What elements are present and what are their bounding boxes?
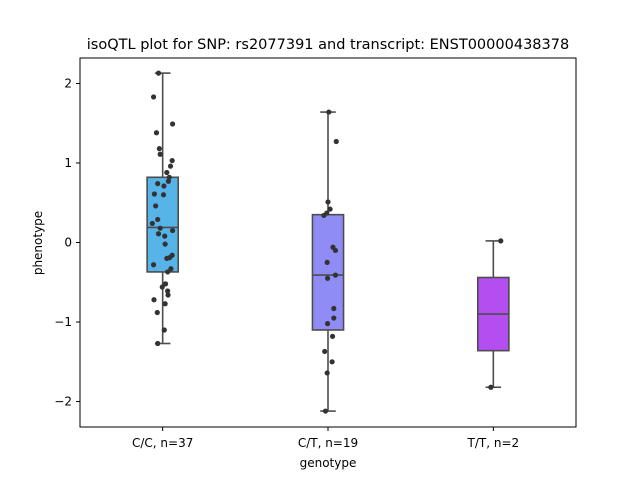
data-point	[331, 305, 337, 312]
data-point	[324, 321, 331, 327]
data-point	[166, 174, 172, 180]
data-point	[165, 292, 171, 298]
data-point	[150, 94, 157, 100]
data-point	[325, 199, 331, 205]
data-point	[169, 157, 175, 164]
data-point	[498, 238, 504, 244]
data-point	[169, 121, 176, 127]
x-tick-label: T/T, n=2	[467, 436, 520, 450]
data-point	[169, 252, 175, 258]
data-point	[155, 231, 162, 237]
data-point	[326, 109, 332, 115]
data-point	[324, 275, 331, 281]
data-point	[154, 309, 160, 316]
data-point	[169, 227, 176, 234]
data-point	[327, 206, 333, 212]
data-point	[164, 169, 170, 176]
data-point	[332, 247, 339, 254]
data-point	[161, 183, 167, 189]
data-point	[155, 340, 161, 347]
data-point	[149, 220, 155, 227]
data-point	[164, 255, 170, 262]
data-point	[160, 192, 167, 198]
y-tick-label: 2	[64, 76, 72, 90]
iqr-box	[311, 213, 345, 331]
points-group-1	[149, 70, 176, 347]
x-tick-label: C/C, n=37	[132, 436, 193, 450]
data-point	[168, 266, 174, 272]
data-point	[157, 151, 163, 157]
data-point	[159, 284, 165, 290]
y-tick-label: −1	[54, 315, 72, 329]
data-point	[329, 359, 335, 365]
data-point	[155, 181, 161, 187]
x-axis: C/C, n=37 C/T, n=19 T/T, n=2	[132, 427, 519, 450]
data-point	[321, 212, 327, 219]
data-point	[156, 146, 162, 152]
x-tick-label: C/T, n=19	[298, 436, 358, 450]
y-tick-label: −2	[54, 395, 72, 409]
data-point	[332, 272, 339, 278]
data-point	[157, 225, 163, 231]
y-tick-label: 1	[64, 156, 72, 170]
data-point	[165, 178, 172, 184]
box-group-1	[146, 72, 180, 345]
data-point	[161, 327, 167, 333]
data-point	[333, 138, 339, 145]
data-point	[322, 348, 328, 355]
data-point	[165, 288, 171, 294]
data-point	[488, 384, 494, 390]
data-point	[324, 259, 330, 265]
points-group-3	[488, 238, 504, 390]
data-point	[162, 281, 169, 287]
y-tick-label: 0	[64, 236, 72, 250]
data-point	[331, 315, 337, 321]
data-point	[153, 203, 159, 209]
chart-title: isoQTL plot for SNP: rs2077391 and trans…	[87, 37, 569, 53]
data-point	[162, 241, 168, 247]
y-axis: −2 −1 0 1 2	[54, 76, 80, 409]
data-point	[324, 370, 330, 376]
data-point	[162, 233, 168, 239]
data-point	[151, 191, 157, 197]
y-axis-label: phenotype	[31, 211, 45, 275]
box-group-3	[476, 240, 510, 389]
data-point	[153, 130, 160, 136]
data-point	[162, 301, 168, 307]
data-point	[322, 408, 329, 414]
data-point	[150, 262, 157, 268]
box-group-2	[311, 111, 345, 412]
data-point	[167, 163, 174, 169]
data-point	[155, 70, 162, 76]
data-point	[329, 333, 336, 339]
points-group-2	[321, 109, 339, 414]
x-axis-label: genotype	[300, 456, 357, 470]
data-point	[151, 297, 157, 303]
plot-area	[146, 70, 510, 414]
data-point	[165, 269, 171, 275]
data-point	[155, 216, 161, 223]
